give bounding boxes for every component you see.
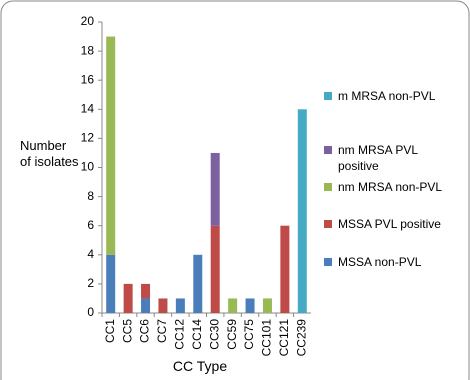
bar-segment — [106, 36, 116, 255]
legend-item: m MRSA non-PVL — [324, 88, 470, 104]
y-tick-label: 0 — [87, 305, 94, 319]
y-tick-label: 2 — [87, 276, 94, 290]
legend-item: nm MRSA non-PVL — [324, 179, 470, 195]
bar-segment — [210, 225, 220, 313]
x-tick-label: CC1 — [103, 319, 117, 343]
legend-swatch — [324, 258, 332, 266]
bar-segment — [175, 298, 185, 313]
y-tick-label: 6 — [87, 218, 94, 232]
bar-segment — [158, 298, 168, 313]
legend-item: MSSA non-PVL — [324, 254, 470, 270]
legend-text: m MRSA non-PVL — [338, 89, 436, 103]
y-tick-label: 20 — [81, 14, 95, 28]
legend-item: MSSA PVL positive — [324, 216, 470, 232]
y-tick-label: 10 — [81, 160, 95, 174]
y-tick-label: 14 — [81, 101, 95, 115]
legend-text: MSSA PVL positive — [338, 217, 441, 231]
bar-segment — [193, 254, 203, 313]
legend-swatch — [324, 146, 332, 154]
bar-segment — [262, 298, 272, 313]
x-tick-label: CC75 — [242, 319, 256, 350]
legend-swatch — [324, 183, 332, 191]
x-tick-label: CC7 — [155, 319, 169, 343]
x-tick-label: CC30 — [207, 319, 221, 350]
bar-segment — [297, 109, 307, 313]
y-axis-label: Number of isolates — [20, 138, 79, 169]
y-tick-label: 16 — [81, 72, 95, 86]
legend-text: MSSA non-PVL — [338, 255, 422, 269]
x-tick-label: CC6 — [138, 319, 152, 343]
x-tick-label: CC12 — [173, 319, 187, 350]
x-tick-label: CC121 — [277, 319, 291, 357]
legend-swatch — [324, 92, 332, 100]
bar-segment — [141, 298, 151, 313]
y-tick-label: 8 — [87, 189, 94, 203]
legend-text: nm MRSA non-PVL — [338, 180, 443, 194]
bar-segment — [106, 254, 116, 313]
bar-segment — [141, 283, 151, 299]
x-axis-label: CC Type — [172, 358, 228, 374]
legend-swatch — [324, 220, 332, 228]
legend-text: nm MRSA PVL positive — [338, 143, 418, 173]
bar-segment — [280, 225, 290, 313]
bar-segment — [245, 298, 255, 313]
y-tick-label: 18 — [81, 43, 95, 57]
x-tick-label: CC101 — [260, 319, 274, 357]
x-tick-label: CC239 — [294, 319, 308, 357]
y-tick-label: 4 — [87, 247, 94, 261]
y-tick-label: 12 — [81, 131, 95, 145]
x-tick-label: CC5 — [120, 319, 134, 343]
bar-segment — [228, 298, 238, 313]
x-tick-label: CC59 — [225, 319, 239, 350]
bar-segment — [123, 283, 133, 313]
bar-segment — [210, 152, 220, 226]
legend-item: nm MRSA PVL positive — [324, 142, 470, 174]
x-tick-label: CC14 — [190, 319, 204, 350]
